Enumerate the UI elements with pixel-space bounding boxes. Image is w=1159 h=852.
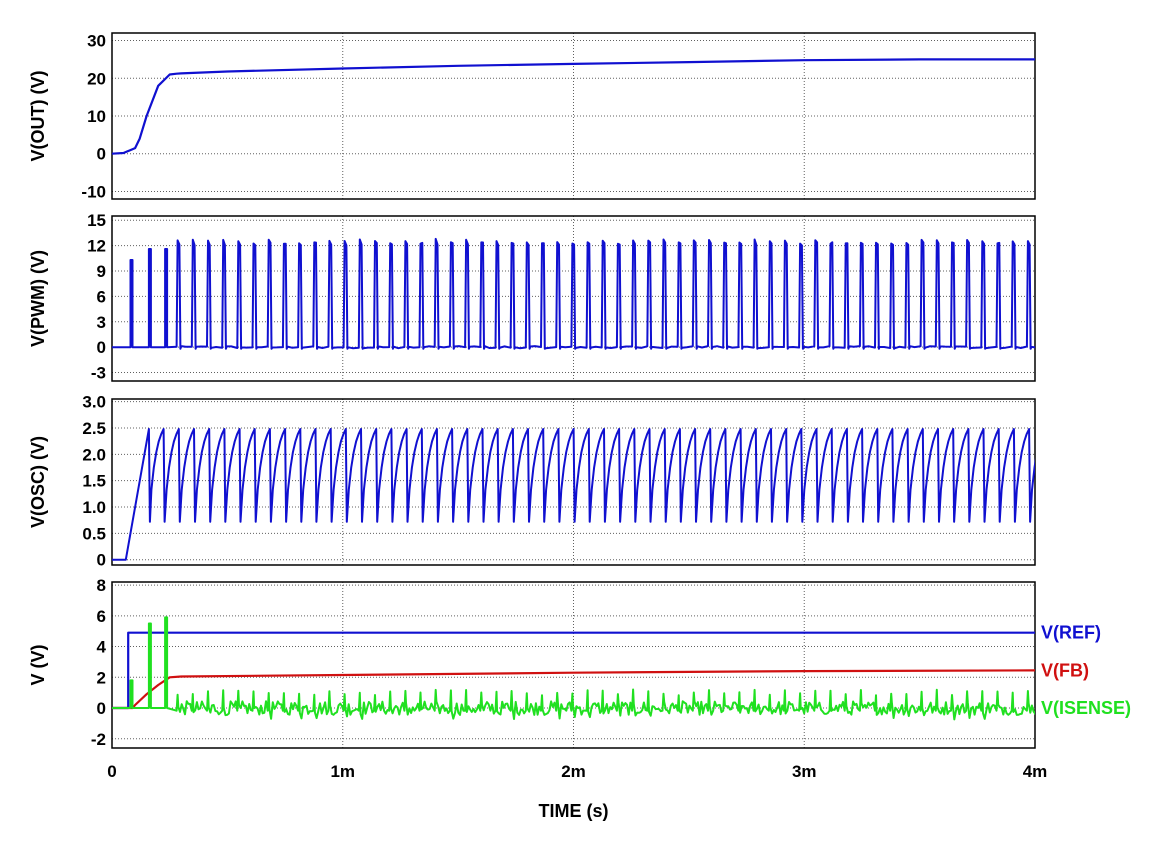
vout-trace — [112, 58, 1035, 155]
y-tick-label: 6 — [97, 287, 106, 306]
y-tick-label: 2 — [97, 668, 106, 687]
visense-trace — [112, 616, 1035, 721]
x-tick-label: 3m — [792, 762, 817, 781]
y-tick-label: -10 — [81, 182, 106, 201]
vosc-trace — [112, 428, 1035, 561]
y-tick-label: 2.5 — [82, 419, 106, 438]
x-tick-label: 1m — [330, 762, 355, 781]
series-group — [112, 237, 1035, 350]
legend-label-visense: V(ISENSE) — [1041, 698, 1131, 718]
y-axis-label: V(OSC) (V) — [28, 436, 48, 528]
y-tick-label: 0 — [97, 145, 106, 164]
y-tick-label: 1.5 — [82, 472, 106, 491]
panel-3: 0 0.5 1.0 1.5 2.0 2.5 3.0 V(OSC) (V) — [28, 393, 1036, 570]
panel-4: -2 0 2 4 6 8 V (V) V(REF) V(FB) V(ISENSE) — [28, 576, 1131, 749]
y-axis-label: V(PWM) (V) — [28, 250, 48, 347]
y-tick-label: 0 — [97, 338, 106, 357]
y-tick-label: 6 — [97, 607, 106, 626]
series-group — [112, 428, 1035, 561]
y-tick-label: 1.0 — [82, 498, 106, 517]
x-tick-label: 0 — [107, 762, 116, 781]
y-tick-label: 0 — [97, 699, 106, 718]
y-tick-label: 0.5 — [82, 524, 106, 543]
y-tick-label: 20 — [87, 69, 106, 88]
x-tick-label: 4m — [1023, 762, 1048, 781]
plot-frame — [111, 32, 1036, 200]
y-tick-label: 12 — [87, 237, 106, 256]
y-tick-label: 30 — [87, 32, 106, 51]
vfb-trace — [112, 669, 1035, 710]
plot-frame — [111, 398, 1036, 566]
y-tick-label: 8 — [97, 576, 106, 595]
y-tick-label: 2.0 — [82, 445, 106, 464]
y-tick-label: 0 — [97, 551, 106, 570]
panel-1: -10 0 10 20 30 V(OUT) (V) — [28, 32, 1036, 201]
plot-frame — [111, 581, 1036, 749]
y-tick-label: -3 — [91, 364, 106, 383]
y-tick-label: 15 — [87, 211, 106, 230]
y-tick-label: 10 — [87, 107, 106, 126]
plot-frame — [111, 215, 1036, 382]
series-group — [112, 58, 1035, 155]
vpwm-trace — [112, 237, 1035, 350]
y-tick-label: 9 — [97, 262, 106, 281]
y-tick-label: -2 — [91, 730, 106, 749]
y-tick-label: 4 — [97, 638, 107, 657]
panel-2: -3 0 3 6 9 12 15 V(PWM) (V) — [28, 211, 1036, 383]
x-tick-label: 2m — [561, 762, 586, 781]
x-axis-label: TIME (s) — [539, 801, 609, 821]
legend-label-vfb: V(FB) — [1041, 660, 1089, 680]
legend-label-vref: V(REF) — [1041, 623, 1101, 643]
y-tick-label: 3 — [97, 313, 106, 332]
series-group — [112, 616, 1035, 721]
y-axis-label: V (V) — [28, 644, 48, 685]
y-tick-label: 3.0 — [82, 393, 106, 412]
y-axis-label: V(OUT) (V) — [28, 71, 48, 162]
